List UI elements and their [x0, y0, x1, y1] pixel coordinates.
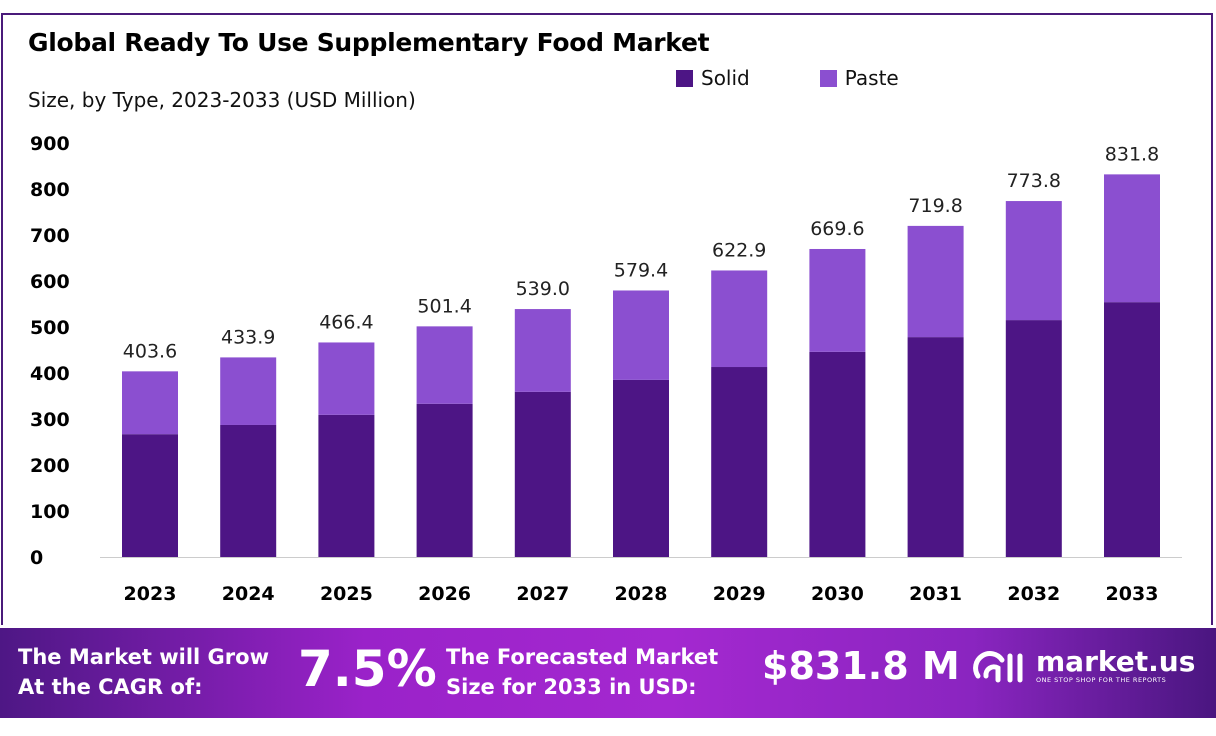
logo-tagline: ONE STOP SHOP FOR THE REPORTS	[1036, 676, 1167, 684]
data-label-total: 669.6	[810, 218, 864, 240]
bar-paste	[318, 342, 375, 415]
bar-paste	[613, 290, 669, 380]
x-tick-label: 2032	[1007, 583, 1060, 605]
forecast-label-line2: Size for 2033 in USD:	[446, 675, 697, 699]
bar-paste	[220, 357, 277, 425]
y-tick-label: 0	[30, 547, 43, 569]
data-label-total: 579.4	[614, 259, 668, 281]
forecast-label-line1: The Forecasted Market	[446, 645, 719, 669]
legend-label-solid: Solid	[701, 66, 750, 90]
bar-solid	[613, 379, 669, 557]
bar-solid	[711, 367, 768, 557]
legend-label-paste: Paste	[844, 66, 899, 90]
chart-title: Global Ready To Use Supplementary Food M…	[28, 28, 710, 57]
x-tick-label: 2023	[124, 583, 177, 605]
y-tick-label: 500	[30, 317, 70, 339]
x-tick-label: 2033	[1106, 583, 1159, 605]
bar-paste	[907, 225, 964, 338]
x-tick-label: 2024	[222, 583, 275, 605]
x-tick-label: 2030	[811, 583, 864, 605]
x-tick-label: 2027	[516, 583, 569, 605]
bar-paste	[1005, 201, 1062, 321]
legend-swatch-paste	[819, 69, 837, 87]
bar-paste	[711, 270, 768, 368]
data-label-total: 719.8	[908, 195, 962, 217]
bar-solid	[809, 351, 866, 557]
cagr-label-line1: The Market will Grow	[18, 645, 269, 669]
forecast-value: $831.8 M	[762, 644, 960, 688]
market-us-logo-icon	[973, 651, 1023, 683]
bar-chart: 0 100 200 300 400 500 600 700 800 900 403.6 2023 433…	[30, 133, 1182, 605]
bar-solid	[416, 403, 473, 557]
data-label-total: 622.9	[712, 239, 766, 261]
legend-swatch-solid	[676, 69, 693, 87]
bar-solid	[907, 337, 964, 557]
y-tick-label: 900	[30, 133, 70, 155]
data-label-total: 773.8	[1007, 170, 1061, 192]
bar-solid	[514, 391, 571, 557]
legend-item-paste: Paste	[819, 66, 899, 90]
data-label-total: 466.4	[319, 311, 373, 333]
data-label-total: 403.6	[123, 340, 177, 362]
y-tick-label: 200	[30, 455, 70, 477]
bar-paste	[514, 309, 571, 392]
forecast-label: The Forecasted Market Size for 2033 in US…	[446, 642, 718, 702]
data-label-total: 501.4	[417, 295, 471, 317]
x-tick-label: 2025	[320, 583, 373, 605]
bar-paste	[416, 326, 473, 404]
x-tick-label: 2029	[713, 583, 766, 605]
bar-solid	[122, 434, 178, 557]
y-tick-label: 700	[30, 225, 70, 247]
data-label-total: 831.8	[1105, 143, 1159, 165]
cagr-label: The Market will Grow At the CAGR of:	[18, 642, 269, 702]
legend-item-solid: Solid	[676, 66, 750, 90]
bar-paste	[1104, 174, 1160, 303]
cagr-value: 7.5%	[298, 640, 437, 698]
bar-solid	[318, 414, 375, 557]
y-tick-label: 300	[30, 409, 70, 431]
y-tick-label: 600	[30, 271, 70, 293]
legend: Solid Paste	[676, 66, 899, 90]
footer-banner: The Market will Grow At the CAGR of: 7.5%…	[0, 628, 1216, 718]
bar-solid	[1005, 320, 1062, 557]
x-tick-label: 2026	[418, 583, 471, 605]
x-tick-label: 2031	[909, 583, 962, 605]
chart-frame	[1, 13, 1213, 625]
data-label-total: 433.9	[221, 326, 275, 348]
data-label-total: 539.0	[516, 278, 570, 300]
y-tick-label: 800	[30, 179, 70, 201]
bar-paste	[809, 248, 866, 352]
market-us-logo: market.us ONE STOP SHOP FOR THE REPORTS	[972, 646, 1195, 686]
bar-paste	[122, 371, 178, 435]
chart-subtitle: Size, by Type, 2023-2033 (USD Million)	[28, 88, 416, 112]
y-tick-label: 100	[30, 501, 70, 523]
cagr-label-line2: At the CAGR of:	[18, 675, 203, 699]
logo-name: market.us	[1036, 645, 1196, 678]
bar-solid	[1104, 302, 1160, 557]
x-tick-label: 2028	[615, 583, 668, 605]
bar-solid	[220, 424, 277, 557]
y-tick-label: 400	[30, 363, 70, 385]
